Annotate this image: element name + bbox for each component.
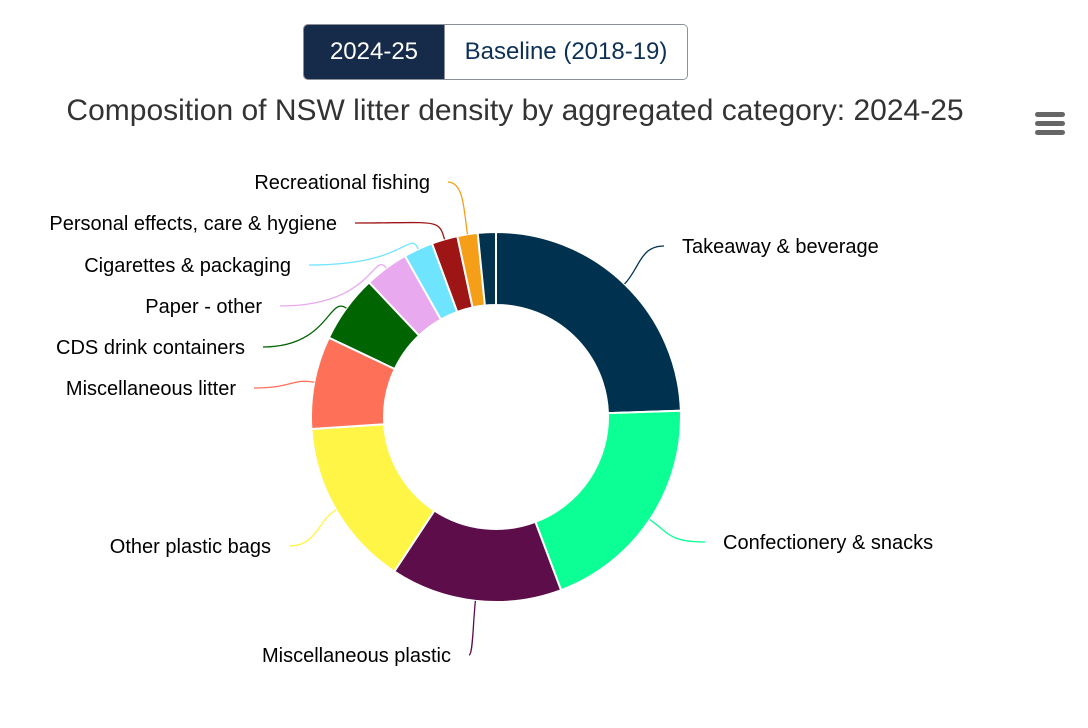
connector-other-plastic-bags — [288, 509, 337, 547]
data-label-cigarettes-packaging: Cigarettes & packaging — [84, 255, 291, 277]
data-label-recreational-fishing: Recreational fishing — [254, 172, 430, 194]
connector-recreational-fishing — [447, 181, 469, 235]
connector-personal-effects-care-hygiene — [354, 221, 446, 240]
data-label-confectionery-snacks: Confectionery & snacks — [723, 532, 933, 554]
slice-confectionery-snacks[interactable] — [534, 409, 682, 592]
period-toggle: 2024-25 Baseline (2018-19) — [303, 24, 688, 80]
connector-cigarettes-packaging — [308, 242, 419, 266]
data-label-other-plastic-bags: Other plastic bags — [110, 536, 271, 558]
chart-title: Composition of NSW litter density by agg… — [66, 94, 964, 127]
slice-unlabeled-10[interactable] — [476, 230, 497, 307]
hamburger-menu-icon[interactable] — [1034, 110, 1066, 138]
connector-confectionery-snacks — [649, 519, 706, 543]
slice-takeaway-beverage[interactable] — [495, 230, 682, 415]
data-label-paper-other: Paper - other — [145, 296, 262, 318]
toggle-baseline-button[interactable]: Baseline (2018-19) — [444, 25, 687, 79]
connector-miscellaneous-plastic — [468, 600, 477, 656]
connector-paper-other — [279, 263, 387, 307]
connector-cds-drink-containers — [262, 305, 347, 348]
data-label-takeaway-beverage: Takeaway & beverage — [682, 236, 879, 258]
data-label-miscellaneous-plastic: Miscellaneous plastic — [262, 645, 451, 667]
connector-miscellaneous-litter — [253, 380, 315, 389]
data-label-cds-drink-containers: CDS drink containers — [56, 337, 245, 359]
data-label-miscellaneous-litter: Miscellaneous litter — [66, 378, 236, 400]
data-label-personal-effects-care-hygiene: Personal effects, care & hygiene — [49, 213, 337, 235]
toggle-2024-25-button[interactable]: 2024-25 — [304, 25, 444, 79]
connector-takeaway-beverage — [624, 245, 665, 285]
